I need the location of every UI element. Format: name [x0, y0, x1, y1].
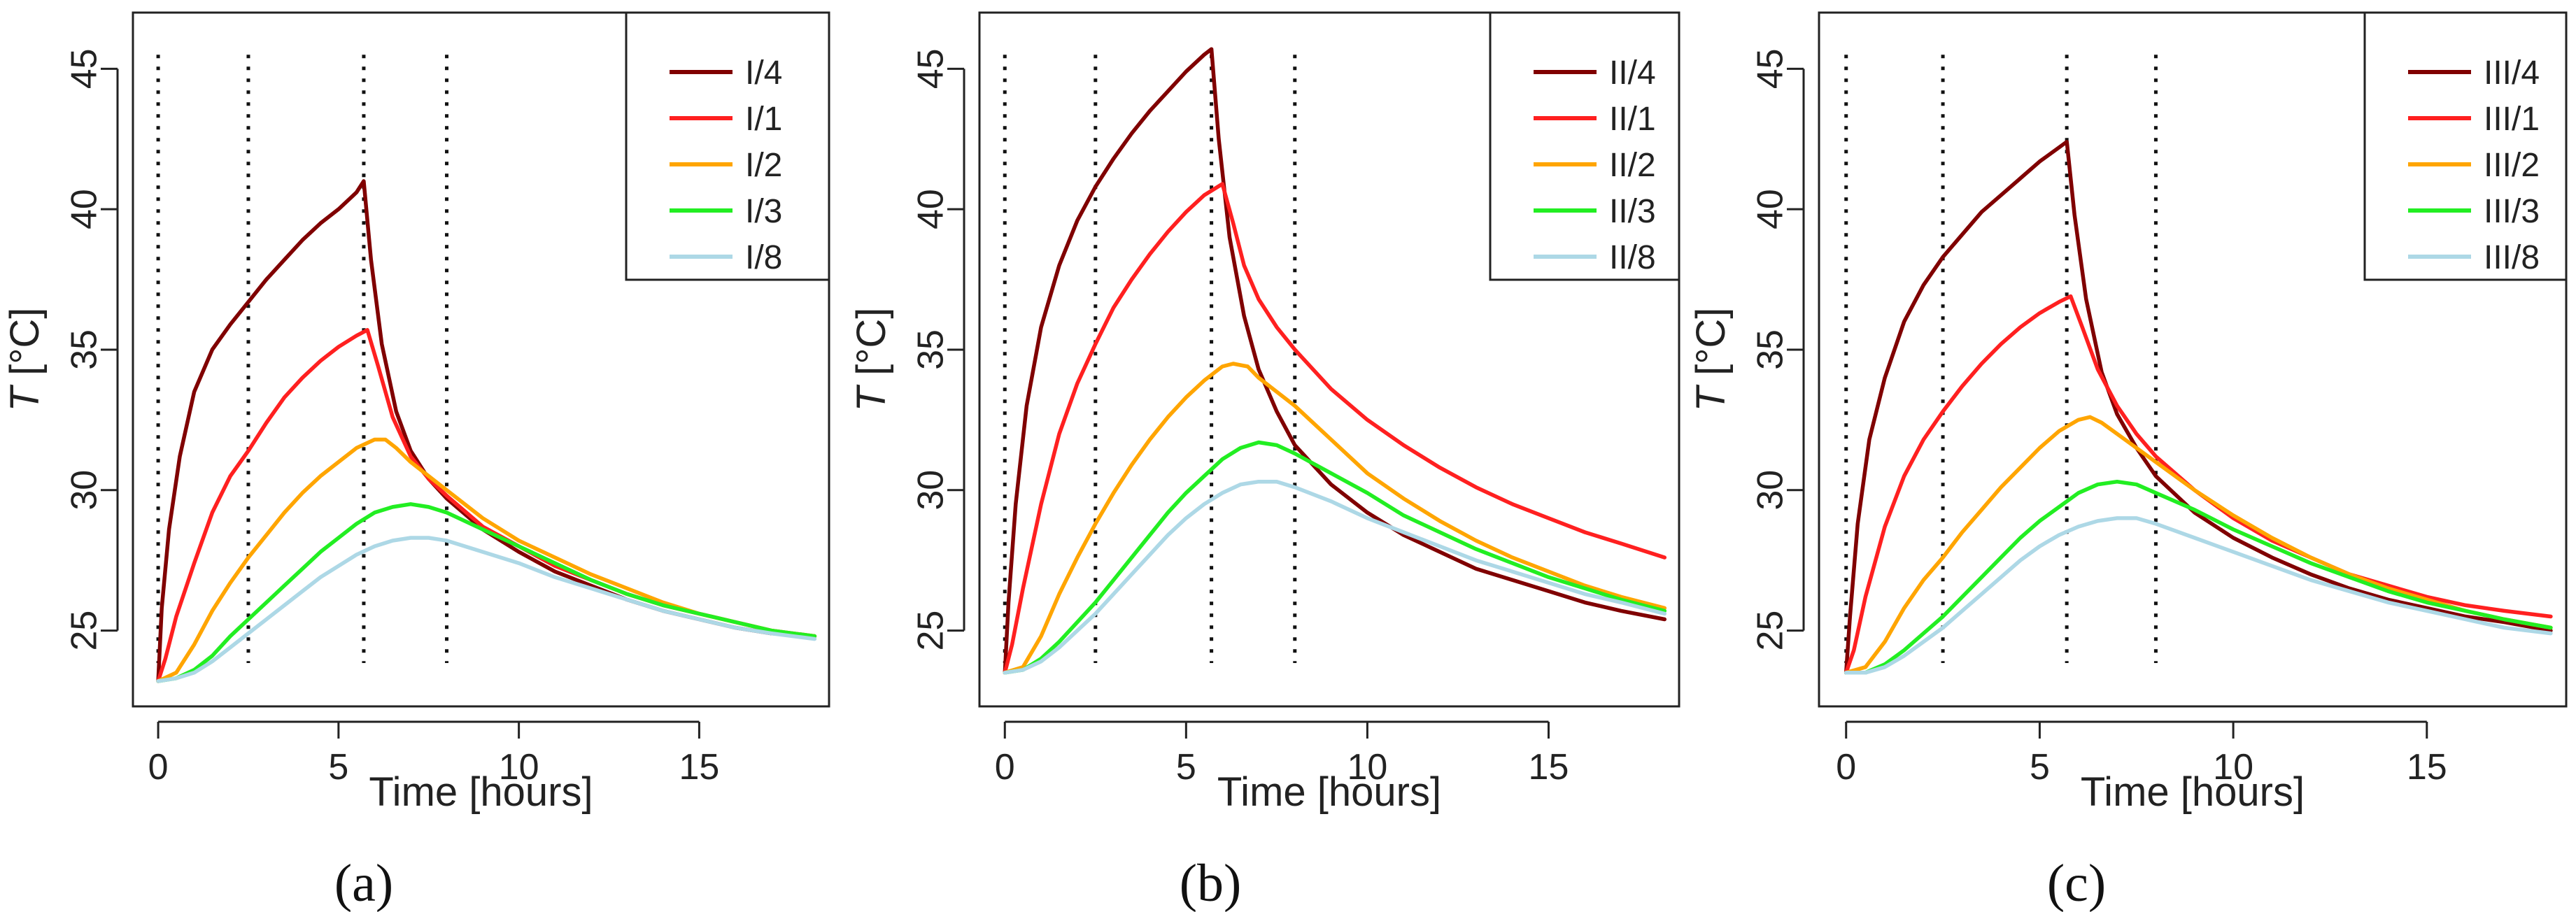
panel-caption: (b) [1180, 854, 1242, 912]
legend-box [625, 11, 830, 281]
y-tick-label: 25 [64, 611, 105, 651]
series-line [1003, 362, 1667, 675]
series-line [1843, 415, 2553, 675]
series-line [1003, 47, 1667, 675]
series-line [1843, 516, 2553, 675]
legend-label: II/8 [1609, 239, 1656, 276]
panel-caption: (c) [2047, 854, 2106, 912]
x-tick-label: 15 [1529, 747, 1569, 788]
y-tick-label: 45 [64, 48, 105, 89]
legend-label: III/4 [2484, 55, 2540, 92]
y-tick-label: 35 [1750, 329, 1791, 370]
series-line [1003, 182, 1667, 675]
series-line [1003, 440, 1667, 675]
y-axis-variable: T [2, 384, 48, 411]
x-axis-label: Time [hours] [369, 769, 593, 815]
legend-label: I/2 [745, 147, 782, 184]
x-tick-label: 15 [679, 747, 719, 788]
y-tick-label: 45 [911, 48, 951, 89]
legend-label: I/8 [745, 239, 782, 276]
y-tick-label: 30 [911, 470, 951, 511]
plot-frame [132, 11, 830, 708]
y-axis-variable: T [1688, 384, 1734, 411]
x-tick-label: 10 [499, 747, 539, 788]
y-tick-label: 40 [64, 189, 105, 229]
y-axis-variable: T [849, 384, 894, 411]
y-tick-label: 35 [64, 329, 105, 370]
legend: I/4 I/1 I/2 I/3 I/8 [625, 11, 830, 281]
plot-frame [978, 11, 1680, 708]
x-axis-label: Time [hours] [2081, 769, 2305, 815]
legend-label: III/2 [2484, 147, 2540, 184]
x-tick-label: 10 [2213, 747, 2253, 788]
legend: II/4 II/1 II/2 II/3 II/8 [1489, 11, 1680, 281]
x-tick-label: 0 [995, 747, 1015, 788]
panel-a: 0 5 10 15 Time [hours] 25 30 35 40 45 T [°C] I/4 I/1… [2, 11, 830, 912]
y-axis-label: T [°C] [2, 308, 48, 412]
series-line [1843, 139, 2553, 675]
y-tick-label: 30 [1750, 470, 1791, 511]
legend-label: I/4 [745, 55, 782, 92]
x-tick-label: 15 [2407, 747, 2447, 788]
plot-frame [1818, 11, 2568, 708]
series-line [156, 502, 817, 683]
legend-box [1489, 11, 1680, 281]
legend-label: II/2 [1609, 147, 1656, 184]
y-axis-label: T [°C] [849, 308, 894, 412]
legend-label: I/3 [745, 193, 782, 230]
y-axis-unit: [°C] [2, 308, 48, 387]
x-tick-label: 0 [148, 747, 169, 788]
legend-box [2363, 11, 2568, 281]
x-tick-label: 5 [2030, 747, 2050, 788]
y-axis-unit: [°C] [1688, 308, 1734, 387]
y-tick-label: 35 [911, 329, 951, 370]
series-line [1003, 479, 1667, 675]
y-tick-label: 45 [1750, 48, 1791, 89]
x-tick-label: 5 [1176, 747, 1196, 788]
legend-label: II/3 [1609, 193, 1656, 230]
series-line [156, 437, 817, 683]
x-axis-label: Time [hours] [1217, 769, 1441, 815]
y-tick-label: 40 [911, 189, 951, 229]
x-tick-label: 0 [1836, 747, 1856, 788]
legend-label: II/1 [1609, 101, 1656, 138]
x-tick-label: 10 [1347, 747, 1387, 788]
panel-caption: (a) [334, 854, 393, 912]
y-tick-label: 25 [1750, 611, 1791, 651]
legend-label: III/1 [2484, 101, 2540, 138]
y-axis-unit: [°C] [849, 308, 894, 387]
legend: III/4 III/1 III/2 III/3 III/8 [2363, 11, 2568, 281]
legend-label: III/8 [2484, 239, 2540, 276]
x-tick-label: 5 [328, 747, 348, 788]
series-line [1843, 479, 2553, 675]
y-tick-label: 25 [911, 611, 951, 651]
series-line [156, 536, 817, 683]
y-tick-label: 30 [64, 470, 105, 511]
legend-label: II/4 [1609, 55, 1656, 92]
legend-label: I/1 [745, 101, 782, 138]
y-tick-label: 40 [1750, 189, 1791, 229]
y-axis-label: T [°C] [1688, 308, 1734, 412]
legend-label: III/3 [2484, 193, 2540, 230]
